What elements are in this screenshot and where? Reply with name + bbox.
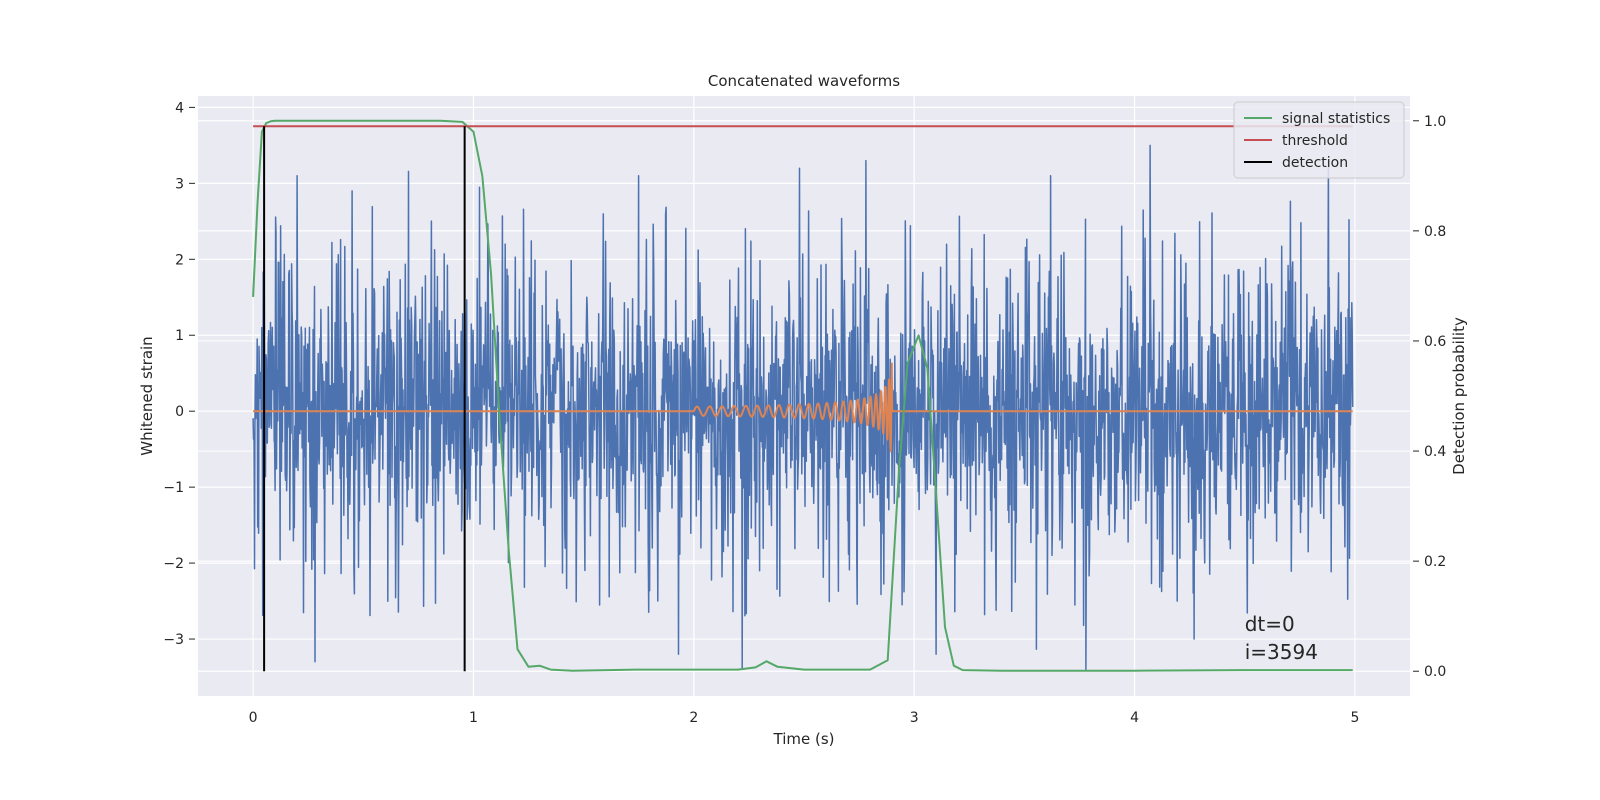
y-tick-label: −1 bbox=[163, 480, 184, 496]
y-tick-label: 2 bbox=[175, 252, 184, 268]
annotation-dt: dt=0 bbox=[1245, 612, 1295, 636]
x-axis-label: Time (s) bbox=[773, 730, 835, 748]
y2-tick-label: 0.0 bbox=[1424, 664, 1446, 680]
y2-tick-label: 0.2 bbox=[1424, 554, 1446, 570]
x-tick-label: 3 bbox=[910, 710, 919, 726]
y2-tick-label: 0.6 bbox=[1424, 334, 1446, 350]
y-tick-label: 4 bbox=[175, 100, 184, 116]
y2-tick-label: 0.4 bbox=[1424, 444, 1446, 460]
chart-title: Concatenated waveforms bbox=[708, 72, 900, 90]
legend-label-threshold: threshold bbox=[1282, 133, 1348, 149]
x-tick-label: 4 bbox=[1130, 710, 1139, 726]
y2-axis-label: Detection probability bbox=[1450, 317, 1468, 475]
y-tick-label: 1 bbox=[175, 328, 184, 344]
plot-lines bbox=[252, 119, 1354, 672]
annotation-index: i=3594 bbox=[1245, 640, 1318, 664]
signal-statistics-line bbox=[252, 119, 1353, 672]
y-tick-label: −3 bbox=[163, 632, 184, 648]
y-tick-label: 3 bbox=[175, 176, 184, 192]
legend-label-detection: detection bbox=[1282, 155, 1348, 171]
injection-series-line bbox=[252, 362, 1354, 453]
y-axis-label: Whitened strain bbox=[138, 336, 156, 455]
x-tick-label: 0 bbox=[249, 710, 258, 726]
y-tick-label: −2 bbox=[163, 556, 184, 572]
legend-label-signal-statistics: signal statistics bbox=[1282, 111, 1390, 127]
strain-series-line bbox=[252, 144, 1354, 671]
x-tick-label: 1 bbox=[469, 710, 478, 726]
ticks: 0 1 2 3 4 5 −3 −2 −1 0 1 2 3 4 0.0 0.2 0.4 0.6 0.8 1.0 bbox=[163, 100, 1446, 726]
y2-tick-label: 1.0 bbox=[1424, 114, 1446, 130]
legend-box bbox=[1233, 101, 1405, 179]
x-tick-label: 2 bbox=[689, 710, 698, 726]
y-tick-label: 0 bbox=[175, 404, 184, 420]
y2-tick-label: 0.8 bbox=[1424, 224, 1446, 240]
legend: signal statistics threshold detection bbox=[1233, 101, 1405, 179]
x-tick-label: 5 bbox=[1350, 710, 1359, 726]
